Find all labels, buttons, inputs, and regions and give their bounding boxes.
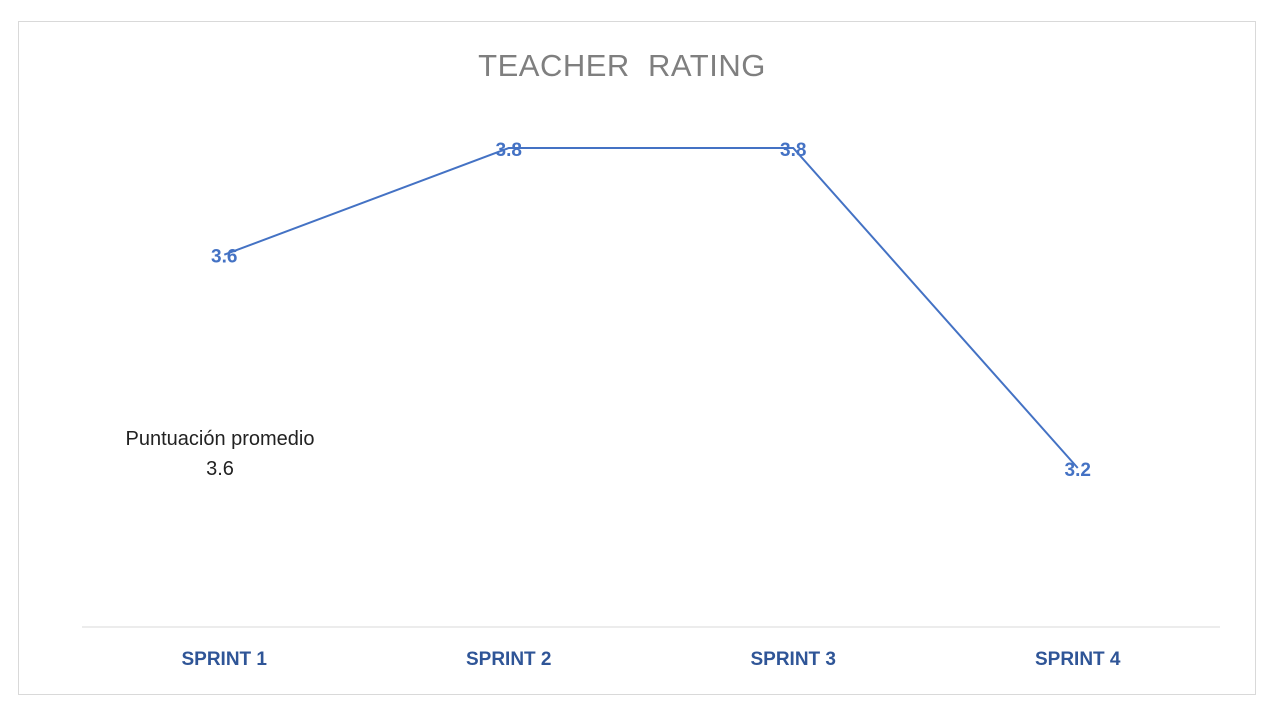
data-label: 3.6 <box>211 247 237 268</box>
data-label: 3.2 <box>1065 460 1091 481</box>
category-label: SPRINT 1 <box>181 649 267 670</box>
average-score-value: 3.6 <box>206 458 234 480</box>
series-line <box>223 147 1079 469</box>
data-label: 3.8 <box>780 140 806 161</box>
chart-frame <box>18 21 1256 695</box>
average-score-annotation: Puntuación promedio 3.6 <box>100 424 340 484</box>
chart-title: TEACHER RATING <box>478 48 766 83</box>
average-score-label: Puntuación promedio <box>125 428 315 450</box>
category-label: SPRINT 3 <box>750 649 836 670</box>
category-label: SPRINT 4 <box>1035 649 1121 670</box>
category-label: SPRINT 2 <box>466 649 552 670</box>
data-label: 3.8 <box>496 140 522 161</box>
